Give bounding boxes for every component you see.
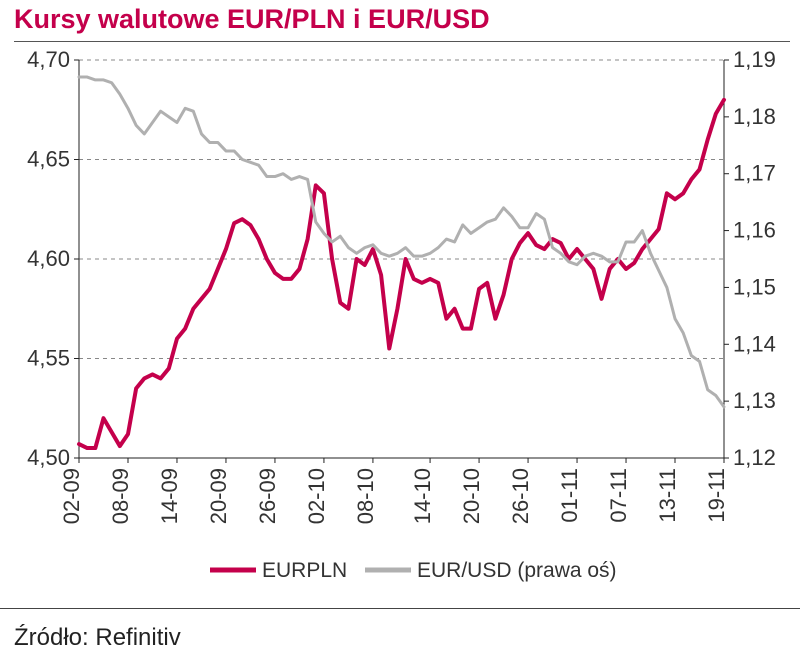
svg-text:1,19: 1,19 — [733, 48, 776, 72]
svg-text:08-10: 08-10 — [353, 468, 378, 524]
svg-text:02-10: 02-10 — [304, 468, 329, 524]
chart-title: Kursy walutowe EUR/PLN i EUR/USD — [14, 4, 786, 41]
svg-text:14-10: 14-10 — [410, 468, 435, 524]
svg-text:4,50: 4,50 — [27, 445, 70, 470]
svg-text:13-11: 13-11 — [655, 468, 680, 523]
title-divider — [14, 41, 790, 42]
source-label: Źródło: — [14, 624, 89, 651]
source-value: Refinitiv — [95, 624, 180, 651]
svg-text:1,18: 1,18 — [733, 104, 776, 129]
svg-text:08-09: 08-09 — [108, 468, 133, 524]
svg-text:14-09: 14-09 — [157, 468, 182, 524]
svg-text:1,15: 1,15 — [733, 274, 776, 299]
svg-text:4,60: 4,60 — [27, 246, 70, 271]
svg-text:1,13: 1,13 — [733, 388, 776, 413]
svg-text:4,55: 4,55 — [27, 346, 70, 371]
svg-text:1,17: 1,17 — [733, 161, 776, 186]
svg-text:02-09: 02-09 — [59, 468, 84, 524]
svg-text:20-09: 20-09 — [206, 468, 231, 524]
svg-text:1,14: 1,14 — [733, 331, 776, 356]
svg-text:26-10: 26-10 — [508, 468, 533, 524]
svg-text:EURPLN: EURPLN — [262, 559, 347, 582]
svg-text:20-10: 20-10 — [459, 468, 484, 524]
svg-text:26-09: 26-09 — [255, 468, 280, 524]
svg-text:1,12: 1,12 — [733, 445, 776, 470]
svg-text:4,70: 4,70 — [27, 48, 70, 72]
chart-area: 4,50 4,55 4,60 4,65 4,70 1,12 1,13 1,14 1,15 1,16… — [14, 48, 786, 598]
chart-svg: 4,50 4,55 4,60 4,65 4,70 1,12 1,13 1,14 1,15 1,16… — [14, 48, 786, 598]
source-divider — [0, 608, 800, 609]
svg-text:01-11: 01-11 — [557, 468, 582, 523]
svg-text:07-11: 07-11 — [606, 468, 631, 523]
svg-text:1,16: 1,16 — [733, 218, 776, 243]
svg-text:19-11: 19-11 — [704, 468, 729, 523]
source-line: Źródło: Refinitiv — [14, 624, 181, 652]
svg-text:EUR/USD (prawa oś): EUR/USD (prawa oś) — [417, 559, 617, 582]
svg-text:4,65: 4,65 — [27, 147, 70, 172]
